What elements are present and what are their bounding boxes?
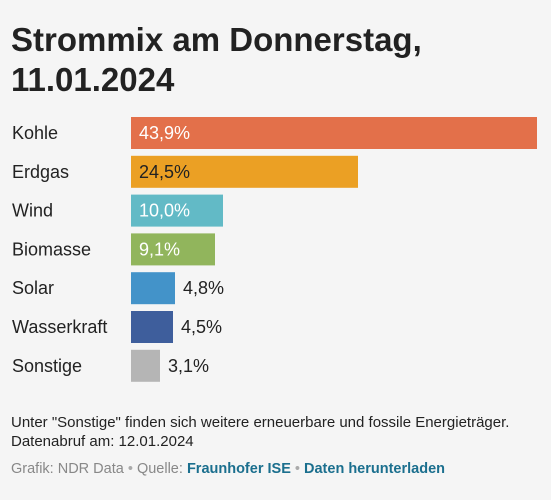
footnote: Unter "Sonstige" finden sich weitere ern… (11, 414, 510, 450)
value-label: 9,1% (139, 239, 180, 259)
value-label: 4,8% (183, 278, 224, 298)
bar (131, 272, 175, 305)
value-label: 24,5% (139, 162, 190, 182)
category-label: Erdgas (12, 162, 69, 182)
source-label: Quelle: (136, 461, 183, 477)
bar-chart: Kohle 43,9% Erdgas 24,5% Wind 10,0% Biomasse 9,… (12, 117, 537, 382)
bar (131, 311, 173, 343)
credit-text: Grafik: NDR Data (11, 461, 124, 477)
title-line-2: 11.01.2024 (11, 61, 175, 98)
category-label: Sonstige (12, 356, 82, 376)
bar (131, 117, 537, 149)
bar (131, 194, 223, 227)
category-label: Wasserkraft (12, 317, 107, 337)
bar (131, 233, 215, 266)
category-label: Kohle (12, 123, 58, 143)
separator: • (127, 461, 133, 477)
separator: • (294, 461, 300, 477)
chart-title: Strommix am Donnerstag, 11.01.2024 (11, 20, 541, 100)
source-link[interactable]: Fraunhofer ISE (186, 461, 291, 477)
value-label: 43,9% (139, 123, 190, 143)
value-label: 10,0% (139, 201, 190, 221)
category-label: Solar (12, 278, 54, 298)
download-data-link[interactable]: Daten herunterladen (304, 461, 446, 477)
value-label: 3,1% (168, 356, 209, 376)
category-label: Wind (12, 201, 53, 221)
title-line-1: Strommix am Donnerstag, (11, 21, 422, 58)
category-label: Biomasse (12, 239, 91, 259)
bar (131, 349, 160, 382)
bar (131, 155, 358, 188)
value-label: 4,5% (181, 317, 222, 337)
source-line: Grafik: NDR Data • Quelle: Fraunhofer IS… (11, 460, 541, 478)
